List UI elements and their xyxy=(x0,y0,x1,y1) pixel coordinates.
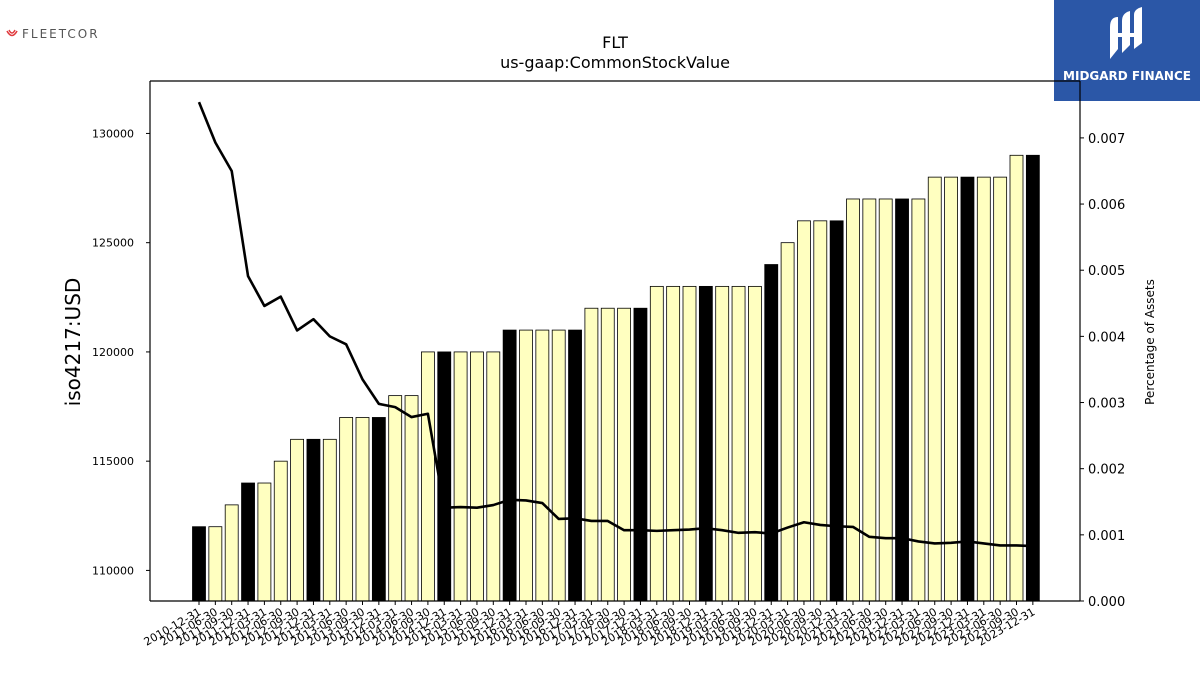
bar-2021-09-30 xyxy=(878,198,893,602)
fleetcor-wordmark: FLEETCOR xyxy=(22,27,100,41)
bar-2014-06-30 xyxy=(404,395,419,602)
axes: 110000 115000 120000 125000 130000 0.000 0.001… xyxy=(92,80,1125,649)
bar-2013-12-31 xyxy=(371,417,386,602)
bar-2017-03-31 xyxy=(584,307,599,602)
bar-2012-03-31 xyxy=(257,482,272,602)
bar-2016-03-31 xyxy=(519,329,533,602)
bar-2015-06-30 xyxy=(470,351,484,602)
y2-tick-label: 0.003 xyxy=(1088,397,1125,412)
chart-title: FLT xyxy=(602,33,628,52)
bar-2021-03-31 xyxy=(846,198,860,602)
bar-series xyxy=(192,154,1040,602)
y-tick-label: 110000 xyxy=(92,564,134,577)
bar-2020-12-31 xyxy=(829,220,844,602)
bar-2022-06-30 xyxy=(927,176,942,602)
bar-2013-09-30 xyxy=(355,417,370,602)
bar-2019-06-30 xyxy=(731,285,746,602)
bar-2014-09-30 xyxy=(420,351,435,602)
midgard-wordmark: MIDGARD FINANCE xyxy=(1063,69,1191,83)
bar-2021-06-30 xyxy=(862,198,877,602)
y-tick-label: 115000 xyxy=(92,455,134,468)
bar-2023-03-31 xyxy=(976,176,991,602)
bar-2012-06-30 xyxy=(273,460,288,602)
y2-axis-label: Percentage of Assets xyxy=(1143,279,1157,405)
bar-2023-12-31 xyxy=(1025,154,1040,602)
bar-2013-06-30 xyxy=(339,417,354,602)
bar-2016-06-30 xyxy=(535,329,550,602)
bar-2012-09-30 xyxy=(290,438,305,602)
y-tick-label: 130000 xyxy=(92,127,134,140)
y2-tick-label: 0.006 xyxy=(1088,198,1125,213)
y-axis-label: iso4217:USD xyxy=(61,278,85,407)
percentage-line xyxy=(197,101,1033,548)
bar-2010-12-31 xyxy=(192,526,206,602)
y-tick-label: 120000 xyxy=(92,346,134,359)
fleetcor-mark-icon xyxy=(6,29,18,37)
bar-2016-09-30 xyxy=(551,329,566,602)
bar-2011-06-30 xyxy=(208,526,223,602)
y2-tick-label: 0.000 xyxy=(1088,595,1125,610)
bar-2017-12-31 xyxy=(633,307,648,602)
bar-2021-12-31 xyxy=(895,198,909,602)
chart-subtitle: us-gaap:CommonStockValue xyxy=(500,53,730,72)
y2-tick-label: 0.002 xyxy=(1088,463,1125,478)
bar-2012-12-31 xyxy=(306,438,321,602)
bar-2022-12-31 xyxy=(960,176,975,602)
bar-2022-09-30 xyxy=(944,176,958,602)
y2-tick-label: 0.004 xyxy=(1088,330,1125,345)
y2-tick-label: 0.005 xyxy=(1088,264,1125,279)
fleetcor-logo: FLEETCOR xyxy=(6,27,100,41)
bar-2023-06-30 xyxy=(993,176,1008,602)
bar-2013-03-31 xyxy=(322,438,337,602)
bar-2019-09-30 xyxy=(748,285,762,602)
bar-2019-12-31 xyxy=(764,264,779,602)
bar-2016-12-31 xyxy=(568,329,582,602)
bar-2015-03-31 xyxy=(453,351,468,602)
percentage-line-series xyxy=(197,101,1033,548)
bar-2023-09-30 xyxy=(1009,154,1024,602)
midgard-finance-logo: MIDGARD FINANCE xyxy=(1054,0,1200,101)
bar-2014-03-31 xyxy=(388,395,403,602)
bar-2020-09-30 xyxy=(813,220,828,602)
bar-2018-09-30 xyxy=(682,285,697,602)
bar-2018-12-31 xyxy=(698,285,713,602)
bar-2011-12-31 xyxy=(241,482,255,602)
bar-2011-09-30 xyxy=(224,504,239,602)
bar-2017-09-30 xyxy=(617,307,631,602)
bar-2019-03-31 xyxy=(715,285,730,602)
bar-2018-03-31 xyxy=(649,285,664,602)
bar-2018-06-30 xyxy=(666,285,681,602)
y2-tick-label: 0.007 xyxy=(1088,132,1125,147)
bar-2020-06-30 xyxy=(797,220,811,602)
y-tick-label: 125000 xyxy=(92,237,134,250)
bar-2015-12-31 xyxy=(502,329,517,602)
bar-2020-03-31 xyxy=(780,242,795,602)
midgard-m-icon xyxy=(1110,7,1142,59)
bar-2017-06-30 xyxy=(600,307,615,602)
y2-tick-label: 0.001 xyxy=(1088,529,1125,544)
bar-2015-09-30 xyxy=(486,351,501,602)
